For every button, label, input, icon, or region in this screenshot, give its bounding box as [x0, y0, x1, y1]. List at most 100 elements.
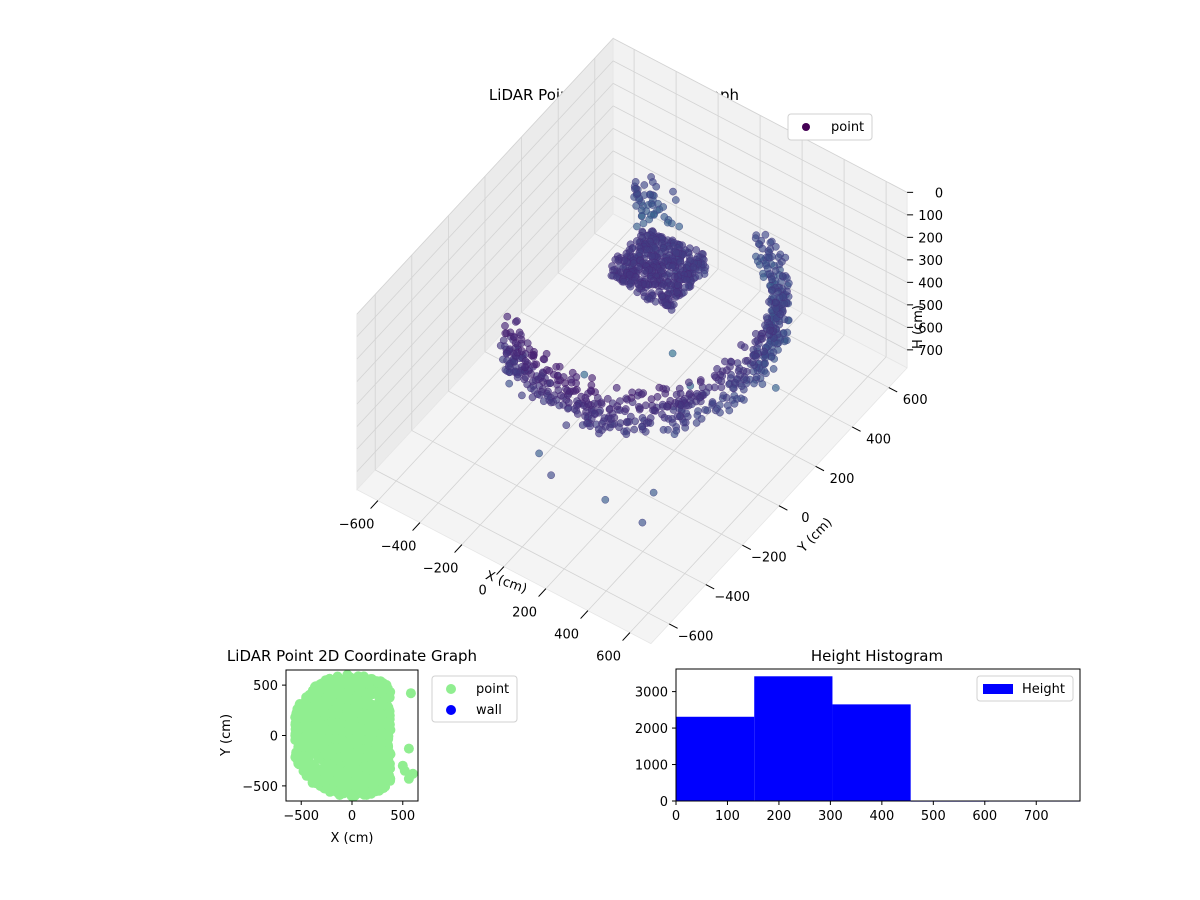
point-3d [503, 312, 512, 321]
grid-floor-x [587, 334, 845, 611]
point-3d [502, 349, 511, 358]
point-3d [655, 383, 664, 392]
point-2d [364, 777, 375, 788]
grid-left-z [356, 195, 614, 472]
point-3d [767, 353, 776, 361]
x-tick-label: 300 [818, 809, 843, 824]
point-3d [778, 257, 786, 266]
z-tick-label: 400 [918, 276, 943, 291]
point-3d [635, 405, 644, 414]
z-tick-label: 600 [918, 321, 943, 336]
point-3d [752, 329, 760, 338]
point-3d [701, 406, 710, 414]
point-3d [663, 301, 671, 310]
histogram-frame [675, 668, 1081, 802]
point-3d [571, 387, 580, 395]
point-3d [638, 518, 647, 527]
point-3d [696, 378, 705, 386]
y-tick-label: 200 [830, 472, 855, 487]
point-3d [630, 425, 639, 434]
point-3d [685, 378, 693, 387]
y-tick-label: 0 [801, 511, 809, 526]
point-3d [672, 196, 680, 204]
point-3d [668, 263, 677, 272]
point-3d [568, 368, 577, 377]
point-3d [668, 415, 676, 423]
point-2d [367, 765, 378, 776]
grid-floor-x [629, 356, 887, 633]
point-3d [515, 328, 524, 337]
point-3d [648, 252, 656, 261]
grid-left-z [356, 173, 614, 450]
z-tick-label: 300 [918, 254, 943, 269]
point-3d [501, 322, 509, 330]
grid-back-z [612, 127, 908, 283]
point-2d [361, 744, 372, 755]
chart-2d-xlabel: X (cm) [331, 831, 374, 846]
point-3d [737, 382, 746, 390]
point-2d [333, 679, 344, 690]
point-3d [627, 394, 636, 402]
point-2d [314, 685, 325, 696]
point-3d [627, 412, 635, 421]
x-tick-label: −400 [381, 540, 417, 555]
histogram-legend-swatch [983, 684, 1013, 694]
y-tick-label: −500 [242, 780, 278, 795]
point-3d [631, 185, 639, 193]
point-2d [354, 730, 365, 741]
point-2d [294, 753, 305, 764]
point-2d [405, 688, 416, 699]
chart-3d-legend-marker [802, 123, 810, 131]
z-tick-label: 700 [918, 344, 943, 359]
point-3d [611, 255, 620, 264]
point-2d [376, 744, 387, 755]
y-tick-label: 500 [253, 679, 278, 694]
point-2d [341, 766, 352, 777]
point-2d [336, 733, 347, 744]
point-3d [550, 370, 558, 379]
x-tick-label: 500 [390, 809, 415, 824]
point-3d [647, 395, 656, 403]
point-3d [660, 213, 669, 221]
point-3d [758, 244, 767, 253]
point-3d [648, 201, 657, 209]
point-3d [622, 405, 630, 413]
point-3d [672, 390, 681, 399]
point-3d [637, 206, 646, 214]
point-3d [776, 310, 785, 319]
point-3d [686, 389, 694, 398]
point-2d [334, 701, 345, 712]
point-2d [326, 716, 337, 727]
point-2d [342, 676, 353, 687]
grid-back-z [612, 37, 908, 193]
point-3d [675, 222, 684, 231]
chart-2d: LiDAR Point 2D Coordinate Graph −500 0 500… [219, 647, 518, 846]
point-3d [581, 393, 590, 402]
point-3d [546, 379, 555, 387]
point-3d [567, 378, 576, 387]
y-tick-label: −400 [714, 590, 750, 605]
point-3d [750, 379, 758, 388]
point-3d [639, 288, 648, 297]
point-3d [565, 398, 573, 407]
point-3d [623, 418, 632, 427]
point-3d [597, 400, 606, 408]
grid-left-z [356, 105, 614, 382]
point-3d [532, 360, 541, 369]
point-2d [365, 674, 376, 685]
y-tick-label: 600 [903, 393, 928, 408]
point-3d [759, 273, 768, 281]
point-2d [319, 707, 330, 718]
point-2d [349, 720, 360, 731]
point-3d [705, 383, 713, 392]
histogram-legend-label: Height [1022, 682, 1065, 697]
x-tick-label: 200 [767, 809, 792, 824]
point-3d [535, 449, 543, 458]
point-2d [322, 759, 333, 770]
point-2d [359, 760, 370, 771]
point-3d [641, 266, 649, 275]
point-3d [633, 222, 641, 231]
point-3d [517, 335, 526, 344]
point-3d [513, 373, 522, 382]
point-3d [672, 249, 681, 257]
